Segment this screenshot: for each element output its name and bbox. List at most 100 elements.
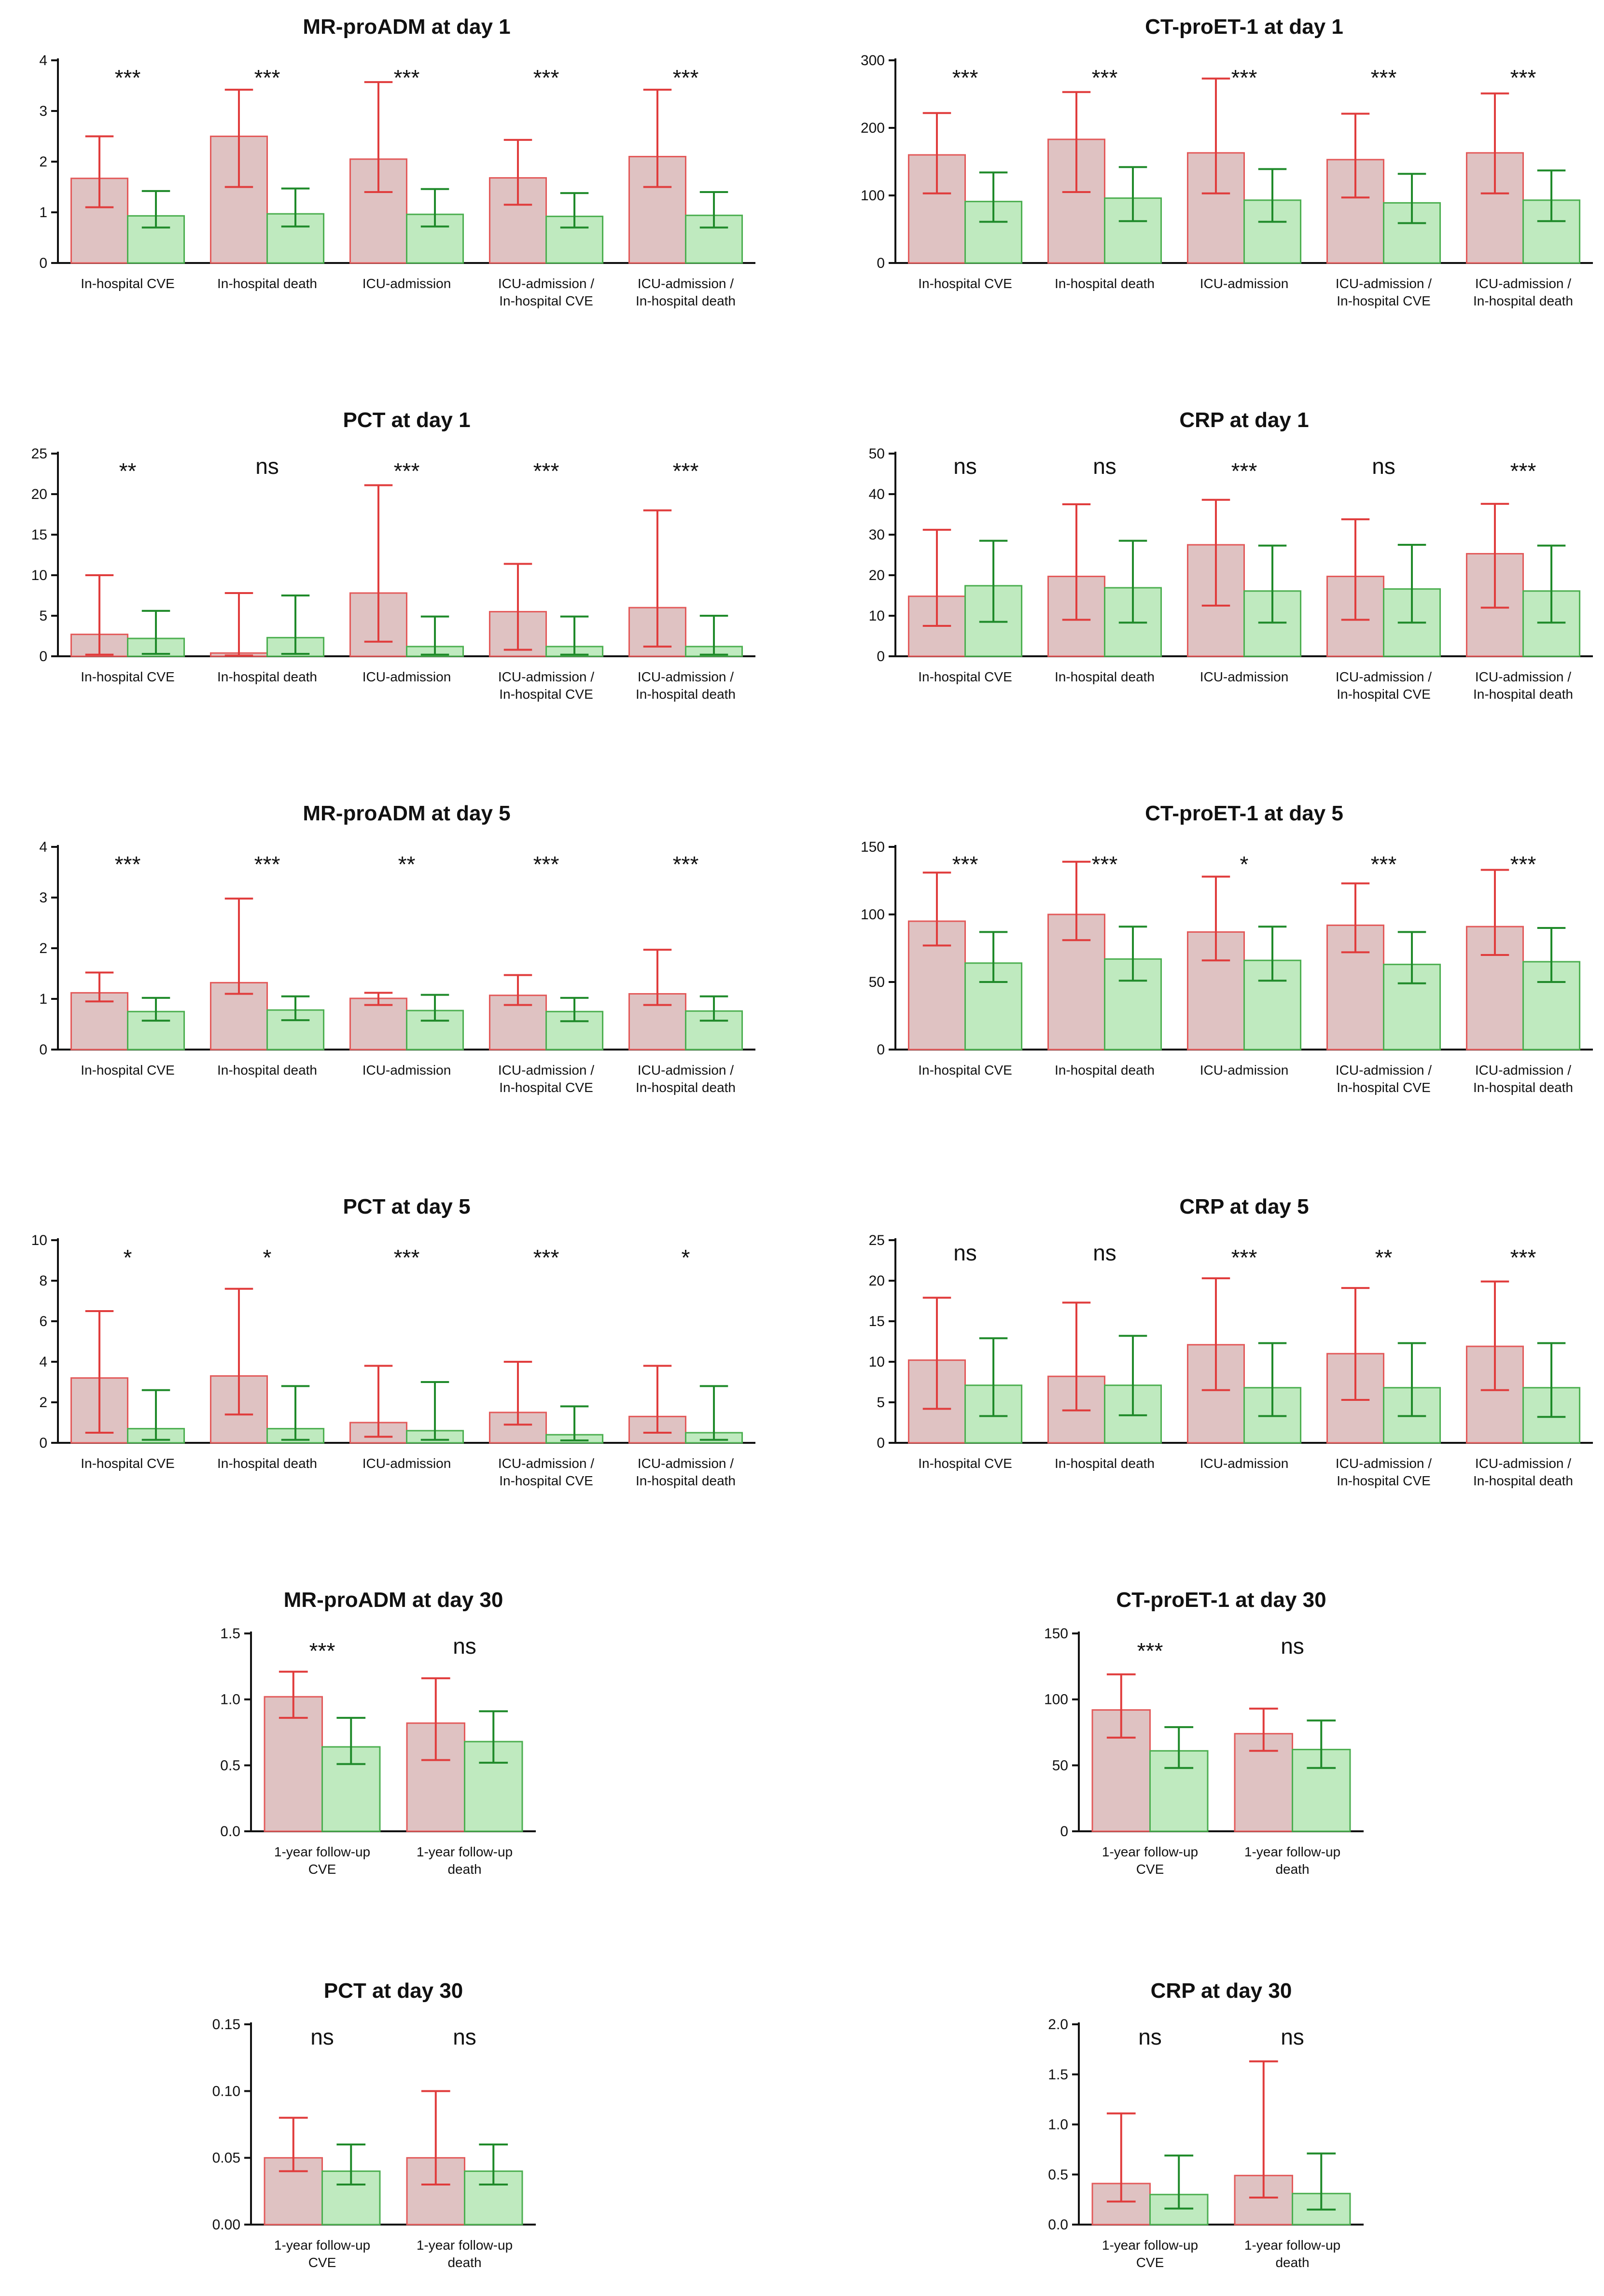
significance-label: *** (115, 65, 141, 90)
chart-panel-6: CT-proET-1 at day 5 0 50 100 150 *** In-hospit… (861, 802, 1593, 1095)
error-bar-event (85, 135, 114, 208)
error-bar-no-event (1537, 927, 1566, 983)
significance-label: * (1240, 852, 1249, 877)
error-bar-no-event (281, 995, 310, 1022)
error-bar-no-event (979, 931, 1008, 983)
x-category-label: In-hospital death (217, 669, 317, 684)
significance-label: *** (254, 65, 280, 90)
significance-label: ns (1372, 454, 1395, 479)
x-category-label: 1-year follow-up CVE (1102, 2238, 1198, 2270)
y-tick-label: 15 (31, 527, 47, 543)
error-bar-event (279, 1671, 308, 1719)
error-bar-event (1249, 2060, 1278, 2199)
y-tick-label: 0 (1060, 1824, 1068, 1840)
chart-title: MR-proADM at day 5 (303, 802, 510, 825)
chart-title: MR-proADM at day 1 (303, 15, 510, 39)
significance-label: ns (1138, 2024, 1162, 2049)
error-bar-no-event (420, 615, 449, 656)
error-bar-event (364, 1365, 393, 1438)
error-bar-no-event (336, 1716, 366, 1765)
error-bar-event (224, 88, 253, 188)
bar-no-event (1149, 1750, 1209, 1832)
error-bar-no-event (1397, 1342, 1426, 1417)
x-category-label: ICU-admission (363, 1456, 451, 1471)
significance-label: *** (1231, 65, 1257, 90)
chart-title: CT-proET-1 at day 5 (1145, 802, 1343, 825)
error-bar-no-event (1118, 1335, 1147, 1416)
chart-title: CRP at day 1 (1179, 408, 1309, 432)
chart-title: MR-proADM at day 30 (284, 1588, 503, 1612)
error-bar-event (922, 528, 951, 627)
error-bar-event (922, 1297, 951, 1410)
x-category-label: ICU-admission / In-hospital death (636, 276, 736, 308)
x-category-label: ICU-admission / In-hospital death (636, 1063, 736, 1095)
bar-event (264, 1696, 323, 1832)
significance-label: *** (1510, 1245, 1536, 1270)
x-category-label: ICU-admission / In-hospital death (1473, 669, 1573, 702)
significance-label: ns (1093, 454, 1116, 479)
x-category-label: ICU-admission / In-hospital death (636, 669, 736, 702)
y-tick-label: 0.0 (1048, 2217, 1068, 2233)
error-bar-no-event (420, 188, 449, 228)
y-tick-label: 0.05 (212, 2150, 240, 2166)
error-bar-no-event (1537, 169, 1566, 222)
y-tick-label: 10 (31, 1232, 47, 1248)
y-tick-label: 50 (869, 446, 885, 462)
y-tick-label: 10 (31, 567, 47, 583)
chart-panel-2: CT-proET-1 at day 1 0 100 200 300 *** In-hospi… (861, 15, 1593, 308)
y-tick-label: 20 (869, 1273, 885, 1289)
error-bar-event (1249, 1707, 1278, 1752)
y-tick-label: 0 (39, 649, 47, 664)
chart-title: PCT at day 5 (343, 1195, 470, 1218)
x-category-label: ICU-admission / In-hospital CVE (498, 1456, 594, 1488)
y-tick-label: 0.10 (212, 2083, 240, 2099)
significance-label: *** (1510, 458, 1536, 484)
y-tick-label: 150 (861, 839, 885, 855)
x-category-label: In-hospital death (217, 1063, 317, 1078)
error-bar-no-event (1537, 544, 1566, 624)
x-category-label: In-hospital death (217, 276, 317, 291)
x-category-label: In-hospital death (1055, 1456, 1155, 1471)
y-tick-label: 100 (1044, 1692, 1068, 1708)
chart-panel-5: MR-proADM at day 5 0 1 2 3 4 *** In-hospital CV… (39, 802, 755, 1095)
y-tick-label: 2.0 (1048, 2017, 1068, 2033)
y-tick-label: 3 (39, 103, 47, 119)
y-tick-label: 150 (1044, 1626, 1068, 1642)
significance-label: ns (953, 454, 977, 479)
y-tick-label: 1.0 (220, 1692, 240, 1708)
error-bar-no-event (479, 1710, 508, 1764)
error-bar-no-event (420, 1381, 449, 1441)
error-bar-no-event (1258, 544, 1287, 624)
y-tick-label: 4 (39, 839, 47, 855)
y-tick-label: 25 (31, 446, 47, 462)
error-bar-no-event (560, 996, 589, 1023)
error-bar-no-event (1118, 166, 1147, 222)
x-category-label: In-hospital death (1055, 276, 1155, 291)
error-bar-event (503, 974, 532, 1006)
error-bar-no-event (1164, 2154, 1194, 2210)
x-category-label: ICU-admission (1200, 1063, 1289, 1078)
error-bar-event (1480, 869, 1509, 956)
y-tick-label: 6 (39, 1314, 47, 1329)
x-category-label: ICU-admission (1200, 276, 1289, 291)
error-bar-no-event (1258, 1342, 1287, 1417)
significance-label: *** (1510, 65, 1536, 90)
significance-label: *** (952, 65, 978, 90)
error-bar-event (1201, 875, 1230, 962)
error-bar-no-event (479, 2144, 508, 2185)
y-tick-label: 2 (39, 941, 47, 956)
significance-label: *** (533, 1245, 559, 1270)
error-bar-event (85, 574, 114, 656)
y-tick-label: 30 (869, 527, 885, 543)
x-category-label: 1-year follow-up CVE (274, 1844, 370, 1877)
error-bar-event (503, 138, 532, 206)
significance-label: ** (119, 458, 137, 484)
significance-label: ns (255, 454, 279, 479)
significance-label: ns (1093, 1240, 1116, 1265)
error-bar-no-event (1307, 2152, 1336, 2211)
error-bar-no-event (281, 1385, 310, 1441)
y-tick-label: 1.5 (1048, 2067, 1068, 2083)
x-category-label: ICU-admission (363, 276, 451, 291)
error-bar-event (224, 898, 253, 995)
x-category-label: ICU-admission / In-hospital CVE (1336, 1456, 1432, 1488)
